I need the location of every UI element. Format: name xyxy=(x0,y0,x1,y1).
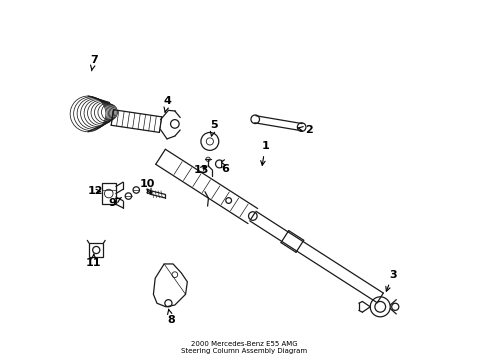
Text: 13: 13 xyxy=(193,165,208,175)
Text: 6: 6 xyxy=(221,162,228,174)
Text: 5: 5 xyxy=(210,120,218,136)
Text: 10: 10 xyxy=(140,179,155,193)
Text: 9: 9 xyxy=(108,198,121,208)
Circle shape xyxy=(225,198,231,203)
Text: 4: 4 xyxy=(163,96,171,112)
Text: 7: 7 xyxy=(90,55,98,71)
Text: 2000 Mercedes-Benz E55 AMG
Steering Column Assembly Diagram: 2000 Mercedes-Benz E55 AMG Steering Colu… xyxy=(181,341,307,354)
Text: 2: 2 xyxy=(298,125,312,135)
Text: 8: 8 xyxy=(167,309,175,325)
Text: 12: 12 xyxy=(87,186,102,197)
Text: 1: 1 xyxy=(260,141,268,165)
Bar xyxy=(89,243,103,257)
Text: 11: 11 xyxy=(86,255,102,268)
Bar xyxy=(102,183,116,204)
Text: 3: 3 xyxy=(385,270,396,291)
